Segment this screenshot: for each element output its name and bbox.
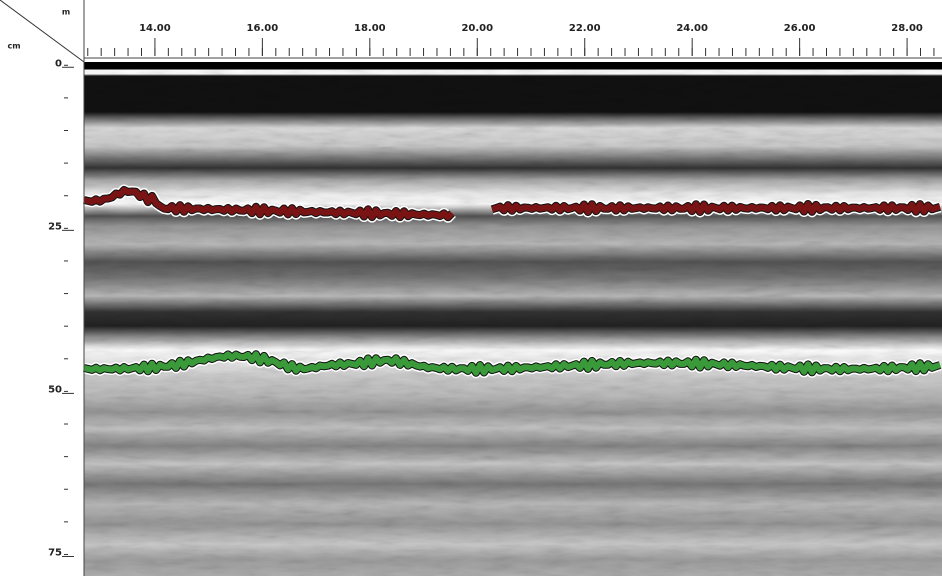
radar-texture [84, 62, 942, 576]
y-unit: cm [7, 42, 20, 51]
x-tick-label: 24.00 [676, 23, 708, 34]
x-tick-label: 22.00 [569, 23, 601, 34]
x-tick-label: 26.00 [784, 23, 816, 34]
red-horizon [83, 187, 941, 221]
plot-area [82, 62, 942, 576]
x-tick-label: 16.00 [247, 23, 279, 34]
x-tick-label: 20.00 [461, 23, 493, 34]
y-tick-label: 50 [48, 384, 62, 395]
y-tick-label: 25 [48, 221, 62, 232]
corner-divider [0, 0, 85, 63]
y-tick-label: 75 [48, 547, 62, 558]
x-unit: m [62, 8, 70, 17]
x-tick-label: 18.00 [354, 23, 386, 34]
y-tick-label: 0 [55, 58, 62, 69]
green-horizon [83, 351, 941, 376]
x-tick-label: 28.00 [891, 23, 923, 34]
x-tick-label: 14.00 [139, 23, 171, 34]
